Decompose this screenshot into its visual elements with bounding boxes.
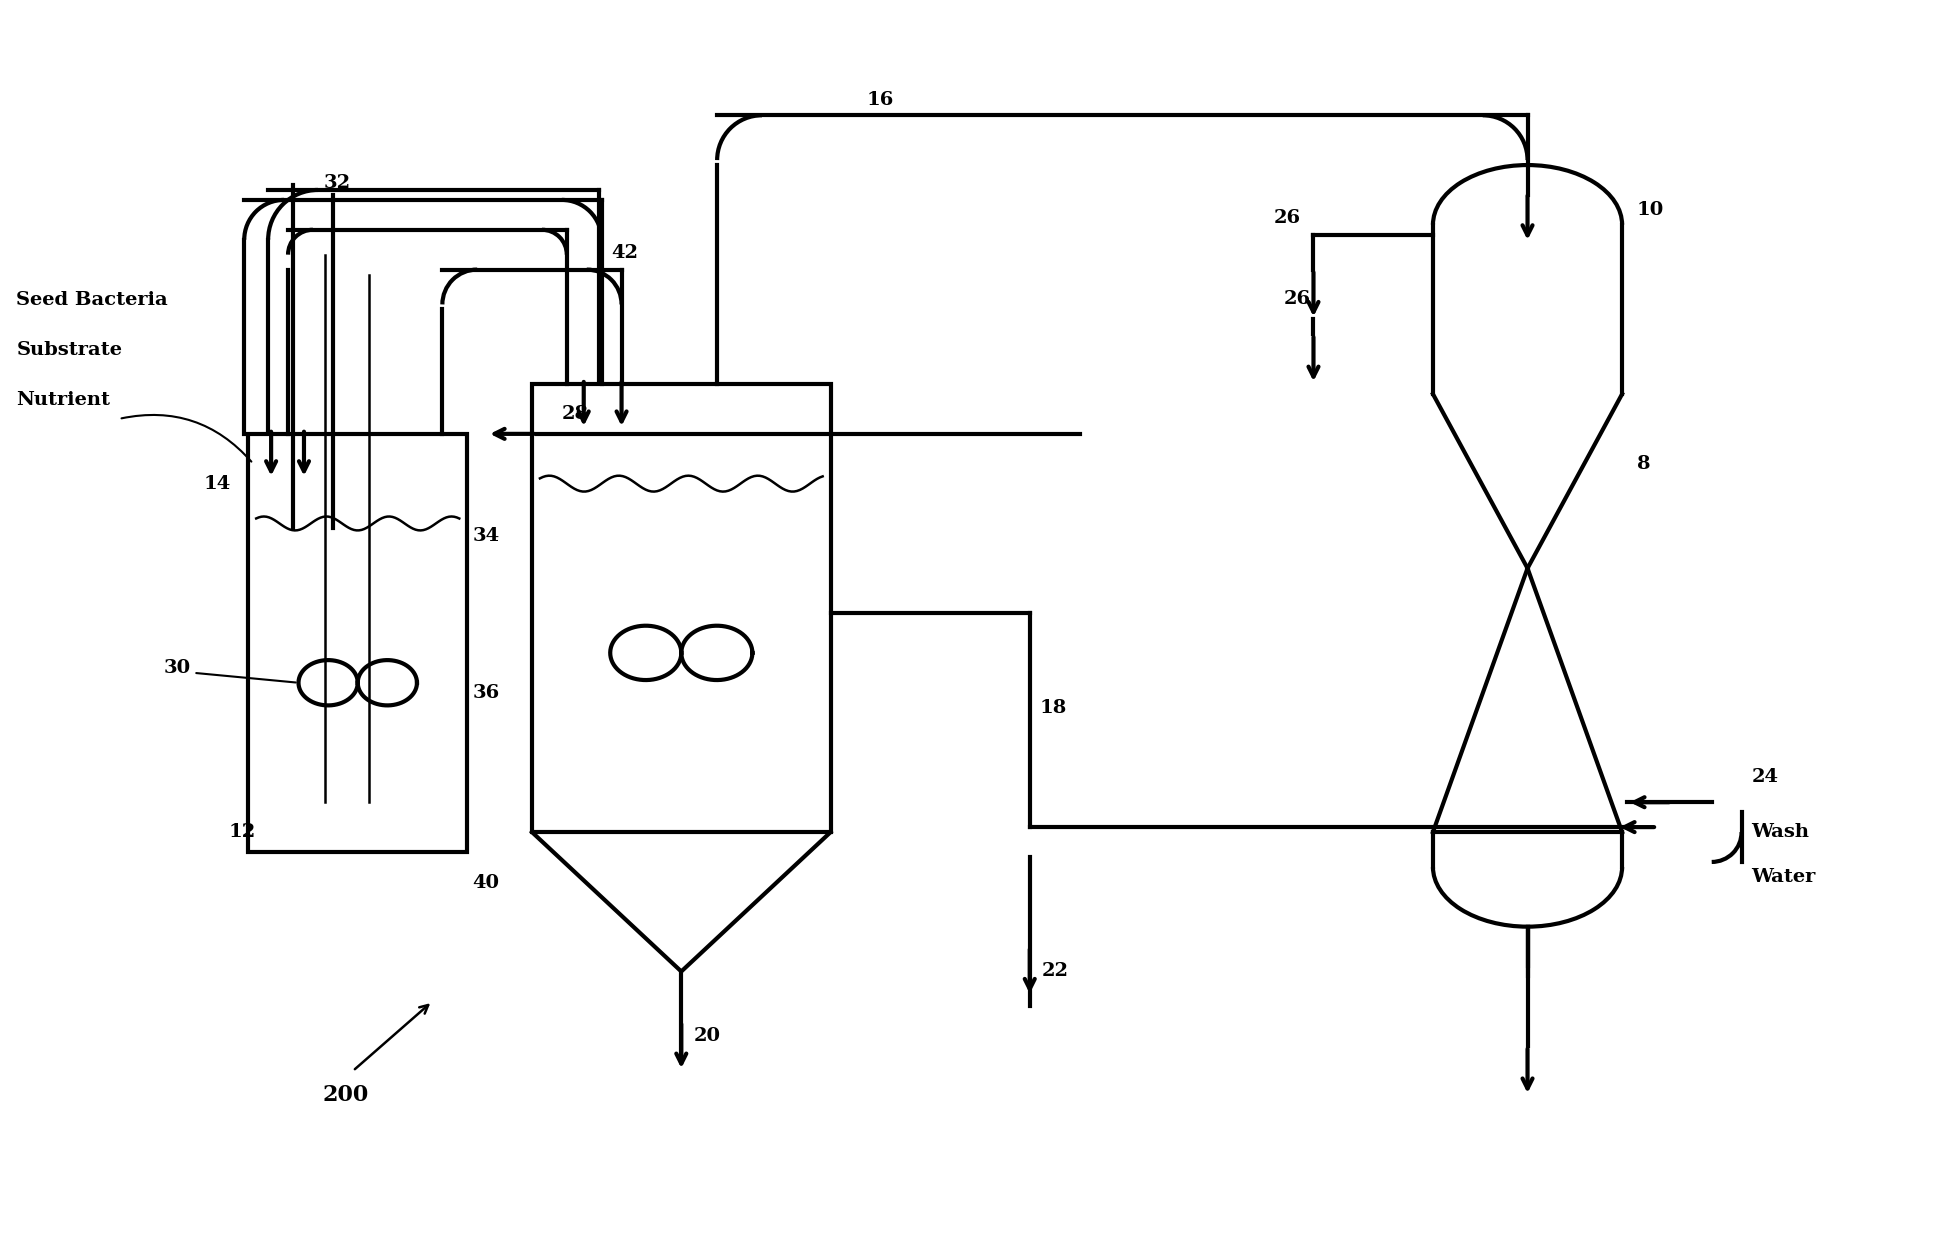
Text: Nutrient: Nutrient [16,391,111,408]
Text: 18: 18 [1041,699,1068,717]
Text: 10: 10 [1638,200,1665,219]
Text: 14: 14 [204,475,231,492]
Text: 28: 28 [562,405,589,424]
Text: 30: 30 [163,659,191,677]
Text: 20: 20 [692,1027,720,1045]
Text: 32: 32 [325,174,350,192]
Text: Seed Bacteria: Seed Bacteria [16,292,167,309]
Text: 36: 36 [473,684,500,702]
Text: 12: 12 [228,823,255,841]
Text: Substrate: Substrate [16,341,123,360]
Text: 8: 8 [1638,455,1651,472]
Text: 24: 24 [1752,768,1778,787]
Bar [533,385,831,832]
Text: Water: Water [1752,868,1817,886]
Text: 16: 16 [866,91,895,109]
Bar [249,434,467,852]
Text: 26: 26 [1274,209,1301,227]
Text: 40: 40 [473,873,500,892]
Text: Wash: Wash [1752,823,1809,841]
Text: 42: 42 [611,243,638,262]
Text: 26': 26' [1284,291,1317,308]
Text: 200: 200 [323,1084,370,1106]
Text: 34: 34 [473,526,500,545]
Text: 22: 22 [1043,962,1068,980]
